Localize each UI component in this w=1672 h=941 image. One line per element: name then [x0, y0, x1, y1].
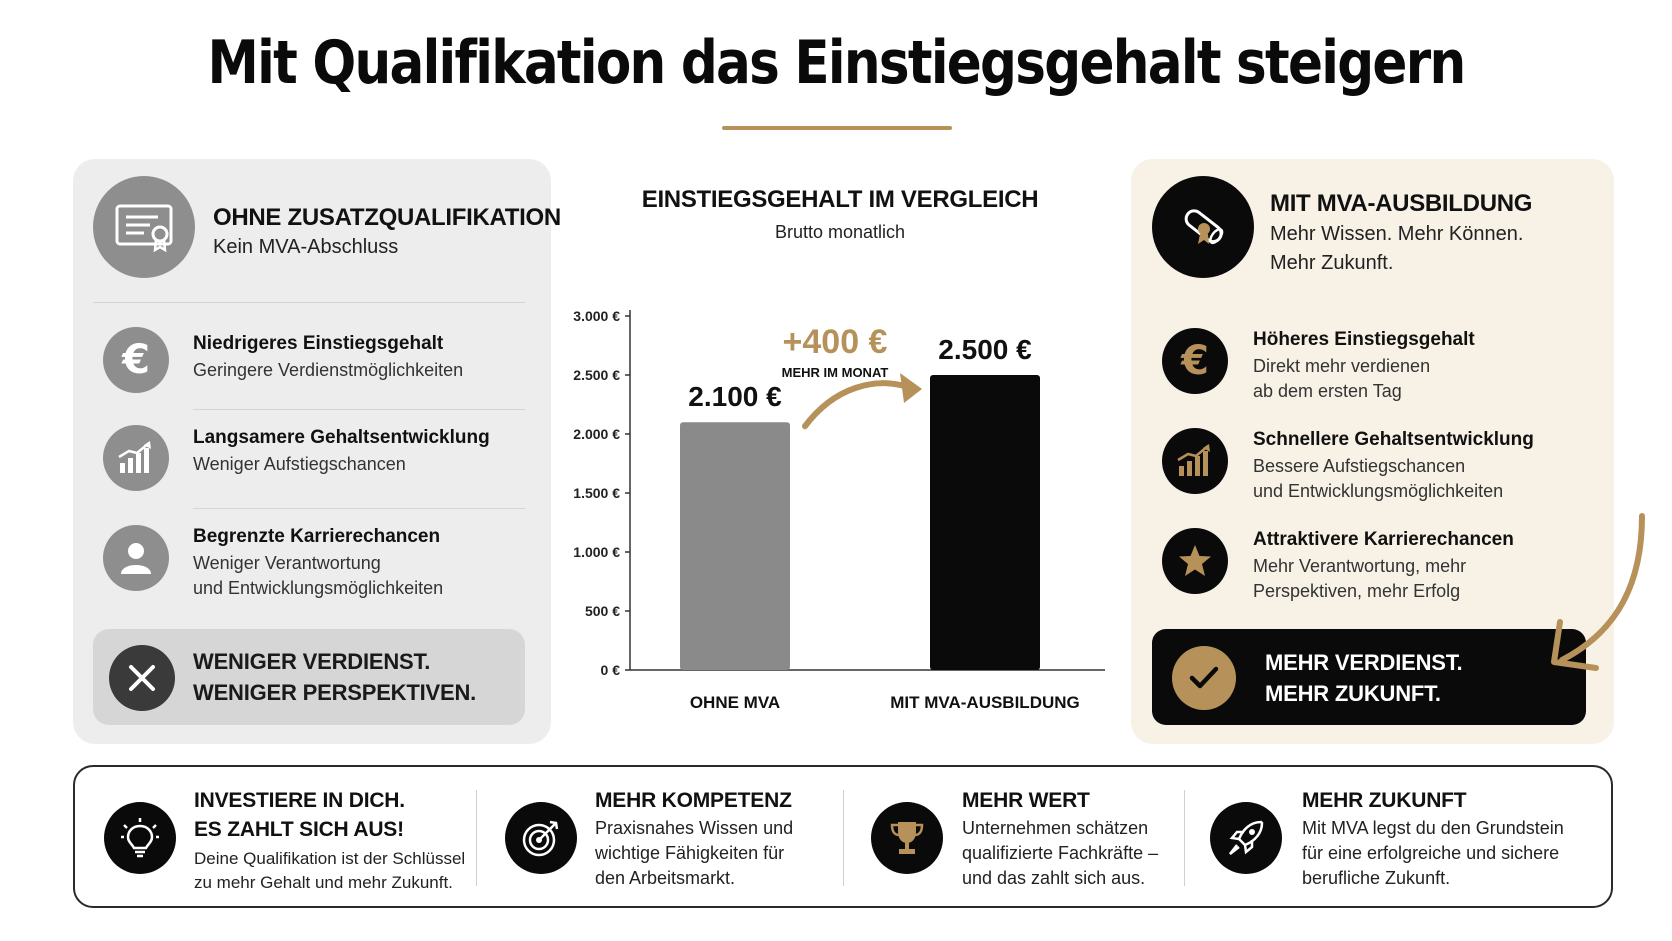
person-icon: [103, 525, 169, 591]
y-tick-label: 500 €: [585, 603, 620, 619]
right-item-desc: Direkt mehr verdienen: [1253, 356, 1431, 376]
bar-value-label: 2.500 €: [938, 334, 1032, 365]
x-tick-label: MIT MVA-AUSBILDUNG: [890, 693, 1080, 712]
annotation-value: +400 €: [783, 323, 888, 361]
certificate-icon: [93, 176, 195, 278]
right-subheading: Mehr Wissen. Mehr Können.: [1270, 223, 1524, 245]
chart-title: EINSTIEGSGEHALT IM VERGLEICH: [641, 186, 1039, 213]
right-item-desc: Perspektiven, mehr Erfolg: [1253, 581, 1461, 601]
y-tick-label: 3.000 €: [573, 308, 620, 324]
bar-chart: 0 € 500 € 1.000 € 1.500 € 2.000 € 2.500 € 3.00…: [573, 308, 1105, 712]
bar: [930, 375, 1040, 670]
footer-title: MEHR ZUKUNFT: [1302, 789, 1467, 812]
checkmark-icon: [1172, 646, 1236, 710]
right-item-desc: Mehr Verantwortung, mehr: [1253, 556, 1467, 576]
footer-desc: wichtige Fähigkeiten für: [595, 843, 785, 863]
footer-desc: den Arbeitsmarkt.: [595, 868, 736, 888]
left-callout-line: WENIGER VERDIENST.: [193, 649, 431, 674]
rocket-icon: [1210, 802, 1282, 874]
close-icon: [109, 645, 175, 711]
left-item-desc: Geringere Verdienstmöglichkeiten: [193, 360, 464, 380]
footer-desc: Deine Qualifikation ist der Schlüssel: [194, 849, 466, 868]
chart-subtitle: Brutto monatlich: [774, 222, 906, 242]
y-tick-label: 2.000 €: [573, 426, 620, 442]
footer-desc: qualifizierte Fachkräfte –: [962, 843, 1159, 863]
left-heading: OHNE ZUSATZQUALIFIKATION: [213, 204, 561, 231]
x-tick-label: OHNE MVA: [690, 693, 780, 712]
left-item-title: Niedrigeres Einstiegsgehalt: [193, 333, 444, 354]
annotation-label: MEHR IM MONAT: [782, 365, 889, 380]
y-tick-label: 1.500 €: [573, 485, 620, 501]
y-tick-label: 2.500 €: [573, 367, 620, 383]
divider: [193, 508, 525, 509]
right-item-desc: und Entwicklungsmöglichkeiten: [1253, 481, 1504, 501]
diploma-icon: [1152, 176, 1254, 278]
left-item-desc: Weniger Aufstiegschancen: [193, 454, 406, 474]
bar-value-label: 2.100 €: [688, 381, 782, 412]
growth-chart-icon: [103, 425, 169, 491]
left-item-title: Langsamere Gehaltsentwicklung: [193, 427, 490, 448]
lightbulb-icon: [104, 802, 176, 874]
footer-desc: Mit MVA legst du den Grundstein: [1302, 818, 1564, 838]
euro-icon: €: [103, 327, 169, 393]
right-callout-line: MEHR VERDIENST.: [1265, 650, 1463, 675]
right-item-desc: ab dem ersten Tag: [1253, 381, 1402, 401]
page-title: Mit Qualifikation das Einstiegsgehalt st…: [207, 28, 1467, 98]
swoosh-arrow-icon: [1551, 513, 1645, 671]
footer-desc: für eine erfolgreiche und sichere: [1302, 843, 1560, 863]
right-subheading: Mehr Zukunft.: [1270, 252, 1394, 274]
star-icon: [1162, 528, 1228, 594]
right-item-title: Attraktivere Karrierechancen: [1253, 529, 1514, 550]
divider: [193, 409, 525, 410]
footer-desc: Praxisnahes Wissen und: [595, 818, 794, 838]
footer-title: MEHR KOMPETENZ: [595, 789, 792, 812]
euro-icon: €: [1162, 328, 1228, 394]
trophy-icon: [871, 802, 943, 874]
left-subheading: Kein MVA-Abschluss: [213, 236, 399, 258]
footer-divider: [843, 790, 844, 886]
left-item-desc: und Entwicklungsmöglichkeiten: [193, 578, 444, 598]
right-item-title: Höheres Einstiegsgehalt: [1253, 329, 1475, 350]
left-callout-line: WENIGER PERSPEKTIVEN.: [193, 680, 477, 705]
right-callout-line: MEHR ZUKUNFT.: [1265, 681, 1441, 706]
title-underline: [722, 126, 952, 130]
left-item-desc: Weniger Verantwortung: [193, 553, 381, 573]
footer-desc: zu mehr Gehalt und mehr Zukunft.: [194, 873, 453, 892]
footer-title: INVESTIERE IN DICH.: [194, 789, 405, 812]
right-item-desc: Bessere Aufstiegschancen: [1253, 456, 1466, 476]
target-icon: [505, 802, 577, 874]
footer-divider: [476, 790, 477, 886]
bar: [680, 422, 790, 670]
left-item-title: Begrenzte Karrierechancen: [193, 526, 441, 547]
footer-desc: Unternehmen schätzen: [962, 818, 1149, 838]
footer-desc: berufliche Zukunft.: [1302, 868, 1451, 888]
annotation-arrowhead: [900, 373, 922, 403]
y-tick-label: 1.000 €: [573, 544, 620, 560]
footer-desc: und das zahlt sich aus.: [962, 868, 1146, 888]
divider: [93, 302, 525, 303]
footer-title: ES ZAHLT SICH AUS!: [194, 818, 404, 841]
right-item-title: Schnellere Gehaltsentwicklung: [1253, 429, 1534, 450]
footer-title: MEHR WERT: [962, 789, 1090, 812]
annotation-arrow: [802, 380, 911, 430]
footer-divider: [1184, 790, 1185, 886]
y-tick-label: 0 €: [601, 662, 621, 678]
growth-chart-icon: [1162, 428, 1228, 494]
right-heading: MIT MVA-AUSBILDUNG: [1270, 190, 1533, 217]
